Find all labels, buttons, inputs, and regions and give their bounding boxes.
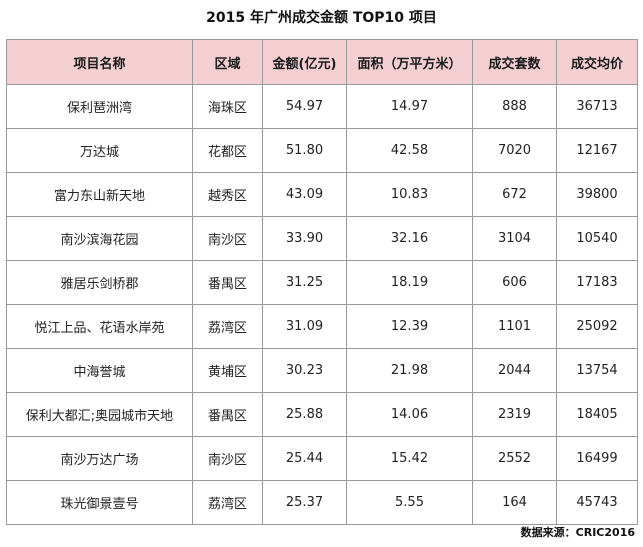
cell-project-name: 富力东山新天地 xyxy=(6,172,193,217)
cell-units: 2319 xyxy=(472,392,557,437)
cell-units: 164 xyxy=(472,480,557,525)
table-row: 悦江上品、花语水岸苑 荔湾区 31.09 12.39 1101 25092 xyxy=(6,304,638,349)
cell-units: 2552 xyxy=(472,436,557,481)
cell-units: 2044 xyxy=(472,348,557,393)
cell-project-name: 南沙滨海花园 xyxy=(6,216,193,261)
table-row: 保利大都汇;奥园城市天地 番禺区 25.88 14.06 2319 18405 xyxy=(6,392,638,437)
cell-avg-price: 16499 xyxy=(556,436,638,481)
cell-district: 花都区 xyxy=(192,128,263,173)
cell-project-name: 中海誉城 xyxy=(6,348,193,393)
header-units: 成交套数 xyxy=(472,39,557,85)
table-row: 中海誉城 黄埔区 30.23 21.98 2044 13754 xyxy=(6,348,638,393)
cell-avg-price: 17183 xyxy=(556,260,638,305)
cell-units: 672 xyxy=(472,172,557,217)
table-row: 雅居乐剑桥郡 番禺区 31.25 18.19 606 17183 xyxy=(6,260,638,305)
cell-avg-price: 45743 xyxy=(556,480,638,525)
cell-area: 12.39 xyxy=(346,304,473,349)
table-row: 南沙万达广场 南沙区 25.44 15.42 2552 16499 xyxy=(6,436,638,481)
cell-units: 7020 xyxy=(472,128,557,173)
cell-avg-price: 39800 xyxy=(556,172,638,217)
cell-units: 3104 xyxy=(472,216,557,261)
cell-district: 荔湾区 xyxy=(192,304,263,349)
cell-avg-price: 18405 xyxy=(556,392,638,437)
header-amount: 金额(亿元) xyxy=(262,39,347,85)
cell-project-name: 万达城 xyxy=(6,128,193,173)
cell-avg-price: 25092 xyxy=(556,304,638,349)
header-row: 项目名称 区域 金额(亿元) 面积（万平方米） 成交套数 成交均价 xyxy=(6,39,638,85)
cell-district: 番禺区 xyxy=(192,392,263,437)
cell-project-name: 保利琶洲湾 xyxy=(6,84,193,129)
cell-avg-price: 36713 xyxy=(556,84,638,129)
top10-table: 项目名称 区域 金额(亿元) 面积（万平方米） 成交套数 成交均价 保利琶洲湾 … xyxy=(6,39,638,525)
cell-district: 南沙区 xyxy=(192,216,263,261)
table-row: 保利琶洲湾 海珠区 54.97 14.97 888 36713 xyxy=(6,84,638,129)
cell-area: 32.16 xyxy=(346,216,473,261)
data-source-note: 数据来源：CRIC2016 xyxy=(520,526,635,539)
cell-district: 越秀区 xyxy=(192,172,263,217)
table-row: 富力东山新天地 越秀区 43.09 10.83 672 39800 xyxy=(6,172,638,217)
cell-district: 黄埔区 xyxy=(192,348,263,393)
cell-amount: 33.90 xyxy=(262,216,347,261)
cell-area: 14.06 xyxy=(346,392,473,437)
cell-units: 888 xyxy=(472,84,557,129)
header-avg-price: 成交均价 xyxy=(556,39,638,85)
table-row: 南沙滨海花园 南沙区 33.90 32.16 3104 10540 xyxy=(6,216,638,261)
cell-amount: 25.88 xyxy=(262,392,347,437)
cell-units: 606 xyxy=(472,260,557,305)
cell-area: 5.55 xyxy=(346,480,473,525)
table-body: 保利琶洲湾 海珠区 54.97 14.97 888 36713 万达城 花都区 … xyxy=(6,84,638,525)
page-title: 2015 年广州成交金额 TOP10 项目 xyxy=(206,10,437,26)
cell-project-name: 南沙万达广场 xyxy=(6,436,193,481)
cell-amount: 30.23 xyxy=(262,348,347,393)
cell-amount: 54.97 xyxy=(262,84,347,129)
table-row: 珠光御景壹号 荔湾区 25.37 5.55 164 45743 xyxy=(6,480,638,525)
cell-project-name: 保利大都汇;奥园城市天地 xyxy=(6,392,193,437)
cell-district: 番禺区 xyxy=(192,260,263,305)
header-project-name: 项目名称 xyxy=(6,39,193,85)
cell-area: 42.58 xyxy=(346,128,473,173)
header-area: 面积（万平方米） xyxy=(346,39,473,85)
cell-avg-price: 12167 xyxy=(556,128,638,173)
cell-district: 荔湾区 xyxy=(192,480,263,525)
cell-area: 15.42 xyxy=(346,436,473,481)
cell-amount: 31.25 xyxy=(262,260,347,305)
cell-amount: 31.09 xyxy=(262,304,347,349)
cell-district: 海珠区 xyxy=(192,84,263,129)
cell-units: 1101 xyxy=(472,304,557,349)
cell-avg-price: 13754 xyxy=(556,348,638,393)
cell-amount: 25.44 xyxy=(262,436,347,481)
cell-area: 10.83 xyxy=(346,172,473,217)
table-row: 万达城 花都区 51.80 42.58 7020 12167 xyxy=(6,128,638,173)
cell-amount: 25.37 xyxy=(262,480,347,525)
cell-district: 南沙区 xyxy=(192,436,263,481)
cell-amount: 51.80 xyxy=(262,128,347,173)
cell-project-name: 雅居乐剑桥郡 xyxy=(6,260,193,305)
cell-project-name: 珠光御景壹号 xyxy=(6,480,193,525)
table-header: 项目名称 区域 金额(亿元) 面积（万平方米） 成交套数 成交均价 xyxy=(6,39,638,85)
cell-project-name: 悦江上品、花语水岸苑 xyxy=(6,304,193,349)
cell-area: 14.97 xyxy=(346,84,473,129)
cell-amount: 43.09 xyxy=(262,172,347,217)
cell-area: 21.98 xyxy=(346,348,473,393)
cell-area: 18.19 xyxy=(346,260,473,305)
header-district: 区域 xyxy=(192,39,263,85)
cell-avg-price: 10540 xyxy=(556,216,638,261)
